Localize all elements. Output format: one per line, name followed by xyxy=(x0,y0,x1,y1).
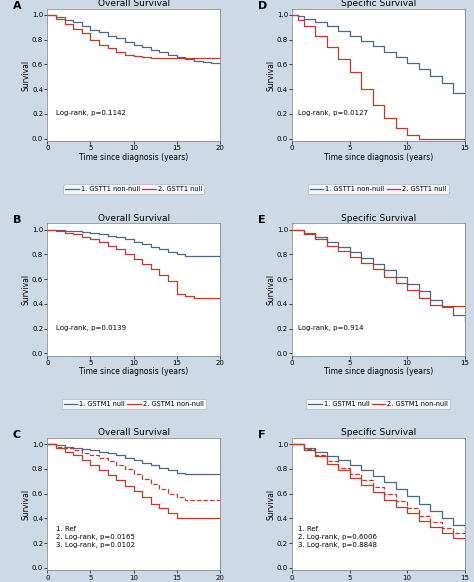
X-axis label: Time since diagnosis (years): Time since diagnosis (years) xyxy=(324,367,433,377)
Text: 1. Ref
2. Log-rank, p=0.0165
3. Log-rank, p=0.0102: 1. Ref 2. Log-rank, p=0.0165 3. Log-rank… xyxy=(56,526,135,548)
Text: F: F xyxy=(258,430,265,440)
Title: Overall Survival: Overall Survival xyxy=(98,428,170,437)
Title: Overall Survival: Overall Survival xyxy=(98,0,170,8)
X-axis label: Time since diagnosis (years): Time since diagnosis (years) xyxy=(79,152,188,162)
Y-axis label: Survival: Survival xyxy=(22,488,31,520)
Y-axis label: Survival: Survival xyxy=(266,488,275,520)
X-axis label: Time since diagnosis (years): Time since diagnosis (years) xyxy=(79,367,188,377)
Y-axis label: Survival: Survival xyxy=(266,274,275,305)
Y-axis label: Survival: Survival xyxy=(22,59,31,91)
Text: E: E xyxy=(258,215,265,225)
Text: Log-rank, p=0.0127: Log-rank, p=0.0127 xyxy=(298,111,368,116)
Y-axis label: Survival: Survival xyxy=(266,59,275,91)
Legend: 1. GSTM1 null, 2. GSTM1 non-null: 1. GSTM1 null, 2. GSTM1 non-null xyxy=(62,399,206,409)
Title: Overall Survival: Overall Survival xyxy=(98,214,170,222)
Title: Specific Survival: Specific Survival xyxy=(341,0,416,8)
Text: 1. Ref
2. Log-rank, p=0.6006
3. Log-rank, p=0.8848: 1. Ref 2. Log-rank, p=0.6006 3. Log-rank… xyxy=(298,526,377,548)
Legend: 1. GSTT1 non-null, 2. GSTT1 null: 1. GSTT1 non-null, 2. GSTT1 null xyxy=(63,184,204,194)
X-axis label: Time since diagnosis (years): Time since diagnosis (years) xyxy=(324,152,433,162)
Text: C: C xyxy=(13,430,21,440)
Y-axis label: Survival: Survival xyxy=(22,274,31,305)
Legend: 1. GSTM1 null, 2. GSTM1 non-null: 1. GSTM1 null, 2. GSTM1 non-null xyxy=(306,399,450,409)
Text: Log-rank, p=0.914: Log-rank, p=0.914 xyxy=(298,325,364,331)
Text: A: A xyxy=(13,1,21,11)
Text: Log-rank, p=0.1142: Log-rank, p=0.1142 xyxy=(56,111,126,116)
Title: Specific Survival: Specific Survival xyxy=(341,428,416,437)
Text: D: D xyxy=(258,1,267,11)
Text: B: B xyxy=(13,215,21,225)
Text: Log-rank, p=0.0139: Log-rank, p=0.0139 xyxy=(56,325,126,331)
Title: Specific Survival: Specific Survival xyxy=(341,214,416,222)
Legend: 1. GSTT1 non-null, 2. GSTT1 null: 1. GSTT1 non-null, 2. GSTT1 null xyxy=(308,184,449,194)
